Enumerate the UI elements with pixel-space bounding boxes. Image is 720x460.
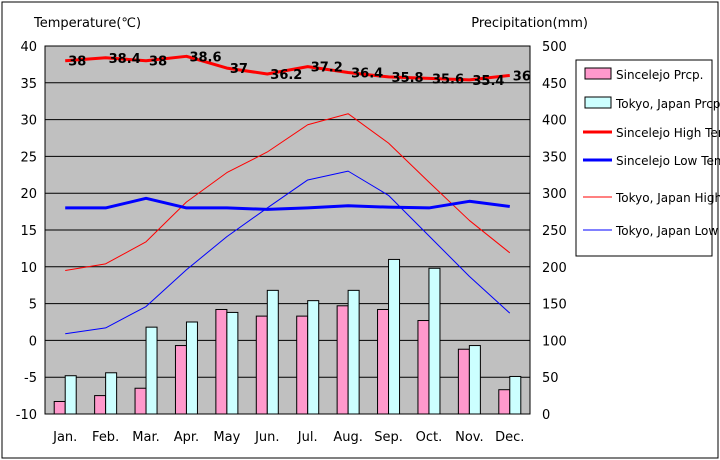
legend-label: Tokyo, Japan High Temp.: [615, 191, 720, 205]
precip-bar: [145, 326, 158, 415]
legend-swatch: [584, 96, 612, 109]
right-tick-label: 100: [542, 334, 567, 349]
data-label: 37.2: [311, 61, 343, 76]
x-tick-label: Jun.: [254, 430, 279, 445]
right-tick-label: 50: [542, 371, 559, 386]
legend-box: [575, 59, 713, 257]
precip-bar: [468, 345, 481, 415]
precip-bar: [53, 400, 66, 415]
data-label: 35.8: [392, 71, 424, 86]
left-tick-label: 35: [20, 77, 37, 92]
precip-bar: [428, 267, 441, 415]
left-axis-title: Temperature(℃): [33, 16, 141, 31]
left-axis-ticks: 40 35 30 25 20 15 10 5 0 -5 -10: [16, 40, 37, 423]
precip-bar: [296, 315, 309, 415]
right-tick-label: 200: [542, 261, 567, 276]
right-tick-label: 350: [542, 150, 567, 165]
data-label: 36.2: [270, 68, 302, 83]
precip-bar: [64, 375, 77, 415]
data-label: 35.6: [432, 72, 464, 87]
precip-bar: [174, 345, 187, 415]
x-axis-ticks: Jan. Feb. Mar. Apr. May Jun. Jul. Aug. Sep. Oct. N…: [52, 430, 524, 445]
precip-bar: [347, 289, 360, 415]
right-tick-label: 450: [542, 77, 567, 92]
left-tick-label: 20: [20, 187, 37, 202]
right-tick-label: 150: [542, 298, 567, 313]
temp-line: [65, 170, 511, 335]
right-tick-label: 300: [542, 187, 567, 202]
data-label: 38: [149, 55, 167, 70]
x-tick-label: Feb.: [92, 430, 119, 445]
grid-lines: [45, 82, 530, 378]
precip-bar: [457, 348, 470, 415]
x-tick-label: May: [213, 430, 240, 445]
data-label: 36.4: [351, 66, 383, 81]
right-tick-label: 500: [542, 40, 567, 55]
data-labels: 38 38.4 38 38.6 37 36.2 37.2 36.4 35.8 35.6 35.4 36: [68, 50, 531, 89]
precip-bar: [498, 389, 511, 415]
left-tick-label: 25: [20, 150, 37, 165]
x-tick-label: Jan.: [52, 430, 77, 445]
legend: Sincelejo Prcp. Tokyo, Japan Prcp. Sincele…: [575, 59, 720, 257]
precip-bar: [388, 258, 401, 415]
x-tick-label: Sep.: [374, 430, 403, 445]
legend-label: Tokyo, Japan Prcp.: [615, 97, 720, 111]
precip-bar: [266, 289, 279, 415]
data-label: 37: [230, 62, 248, 77]
left-tick-label: 5: [29, 298, 37, 313]
left-tick-label: 10: [20, 261, 37, 276]
legend-label: Tokyo, Japan Low Temp.: [615, 224, 720, 238]
temp-lines: [65, 54, 511, 335]
right-tick-label: 0: [542, 408, 550, 423]
left-tick-label: 0: [29, 334, 37, 349]
left-tick-label: 40: [20, 40, 37, 55]
x-tick-label: Jul.: [297, 430, 318, 445]
x-tick-label: Oct.: [416, 430, 443, 445]
precip-bar: [255, 315, 268, 415]
data-label: 35.4: [472, 74, 504, 89]
temp-line: [65, 196, 510, 211]
data-label: 38.4: [109, 52, 141, 67]
x-tick-label: Mar.: [132, 430, 159, 445]
right-tick-label: 250: [542, 224, 567, 239]
precip-bar: [509, 375, 522, 415]
precip-bar: [94, 395, 107, 415]
data-label: 38: [68, 55, 86, 70]
x-tick-label: Nov.: [455, 430, 484, 445]
legend-label: Sincelejo Prcp.: [616, 68, 703, 82]
data-label: 36: [513, 69, 531, 84]
precip-bar: [226, 311, 239, 415]
precip-bar: [215, 308, 228, 415]
precip-bars: [53, 258, 522, 415]
left-tick-label: -10: [16, 408, 37, 423]
left-tick-label: -5: [24, 371, 37, 386]
precip-bar: [105, 372, 118, 415]
temp-line: [65, 113, 511, 271]
precip-bar: [417, 320, 430, 415]
right-tick-label: 400: [542, 114, 567, 129]
data-label: 38.6: [189, 50, 221, 65]
precip-bar: [134, 387, 147, 415]
x-tick-label: Dec.: [495, 430, 524, 445]
left-tick-label: 30: [20, 114, 37, 129]
precip-bar: [185, 321, 198, 415]
precip-bar: [336, 305, 349, 415]
precip-bar: [377, 308, 390, 415]
x-tick-label: Aug.: [333, 430, 363, 445]
legend-label: Sincelejo Low Temp.: [616, 154, 720, 168]
x-tick-label: Apr.: [174, 430, 199, 445]
right-axis-title: Precipitation(mm): [471, 16, 588, 31]
legend-label: Sincelejo High Temp.: [616, 126, 720, 140]
left-tick-label: 15: [20, 224, 37, 239]
precip-bar: [307, 300, 320, 415]
legend-swatch: [584, 67, 612, 80]
temp-line: [65, 54, 510, 82]
